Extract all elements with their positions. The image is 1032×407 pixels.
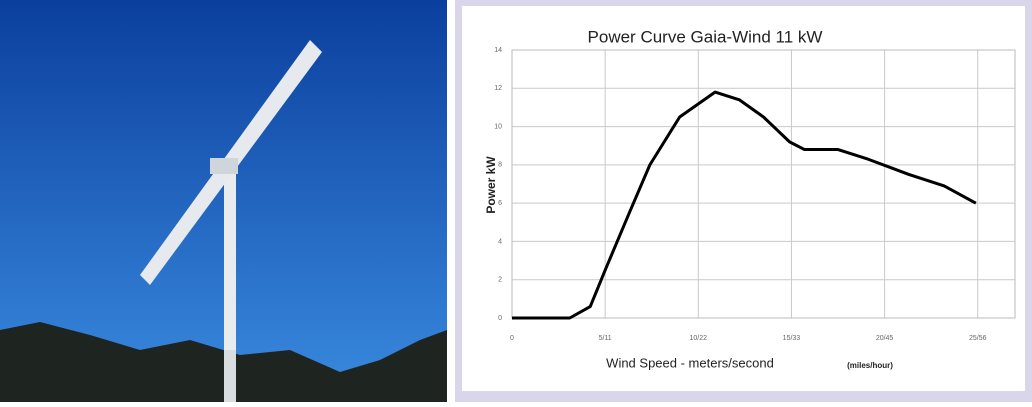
x-tick-label: 5/11 [599, 335, 612, 342]
y-tick-label: 10 [494, 123, 502, 130]
x-tick-label: 25/56 [969, 335, 987, 342]
y-tick-label: 8 [498, 162, 502, 169]
chart-title: Power Curve Gaia-Wind 11 kW [588, 27, 823, 46]
plot-border [511, 49, 1016, 319]
y-tick-label: 0 [498, 315, 502, 322]
x-tick-label: 0 [510, 335, 514, 342]
y-tick-label: 6 [498, 200, 502, 207]
mountains [0, 322, 447, 402]
y-tick-label: 4 [498, 238, 502, 245]
chart-panel [462, 6, 1025, 391]
x-tick-label: 10/22 [690, 335, 708, 342]
y-axis-label: Power kW [484, 156, 498, 214]
nacelle [210, 158, 238, 174]
power-curve [512, 90, 977, 320]
x-unit-note: (miles/hour) [847, 361, 893, 370]
tower [224, 165, 236, 402]
y-tick-label: 12 [494, 85, 502, 92]
tower-base [224, 350, 236, 402]
y-tick-label: 14 [494, 47, 502, 54]
x-axis-label: Wind Speed - meters/second [606, 355, 774, 370]
chart: Power Curve Gaia-Wind 11 kW Power kW Win… [484, 27, 1016, 370]
x-tick-label: 15/33 [783, 335, 801, 342]
photo [0, 0, 447, 402]
x-tick-label: 20/45 [876, 335, 894, 342]
y-tick-label: 2 [498, 277, 502, 284]
